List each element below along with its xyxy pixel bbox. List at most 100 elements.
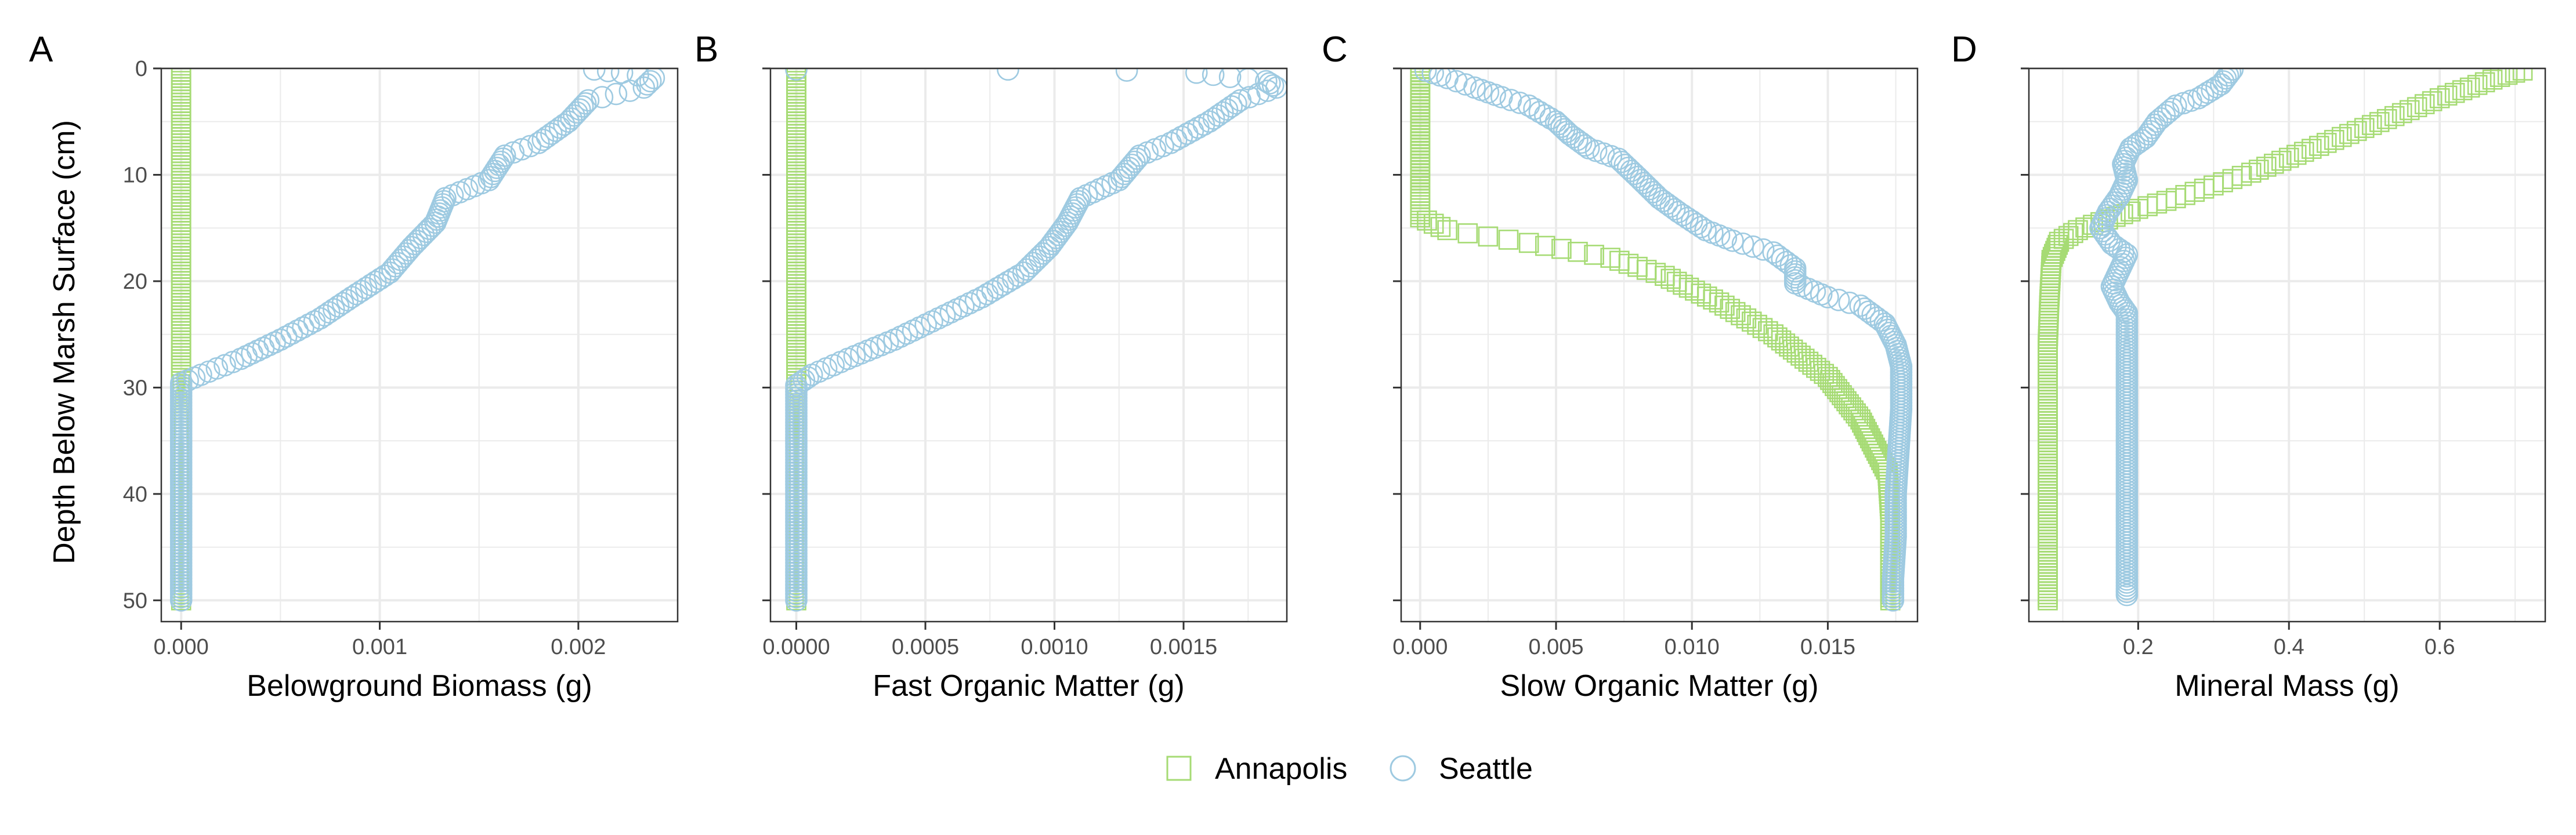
point-seattle — [1018, 255, 1041, 278]
point-seattle — [568, 98, 591, 121]
point-seattle — [785, 589, 808, 612]
x-tick-label: 0.015 — [1800, 635, 1855, 659]
point-seattle — [1517, 94, 1540, 117]
point-seattle — [482, 162, 504, 186]
point-seattle — [2212, 70, 2235, 93]
y-tick-label: 50 — [123, 589, 147, 613]
point-seattle — [2115, 583, 2139, 607]
y-axis-title: Depth Below Marsh Surface (cm) — [48, 120, 81, 564]
point-seattle — [639, 70, 662, 93]
legend-entry-annapolis: Annapolis — [1166, 752, 1347, 786]
panel-b: 0.0000 0.0005 0.0010 0.0015 Fast Organic Mat… — [694, 30, 1288, 703]
point-seattle — [1861, 303, 1884, 326]
data-points — [169, 68, 665, 612]
y-tick-label: 0 — [135, 57, 147, 81]
panel-border — [2028, 67, 2546, 623]
point-annapolis — [2038, 590, 2058, 611]
x-tick-label: 0.010 — [1665, 635, 1720, 659]
point-seattle — [418, 217, 441, 240]
point-seattle — [2139, 119, 2162, 143]
point-seattle — [2157, 100, 2180, 124]
point-annapolis — [1880, 590, 1901, 611]
point-seattle — [235, 344, 258, 368]
point-annapolis — [2248, 159, 2269, 180]
point-seattle — [2221, 68, 2244, 81]
point-annapolis — [2444, 82, 2465, 103]
x-axis-title: Belowground Biomass (g) — [247, 669, 592, 703]
point-seattle — [1626, 165, 1649, 188]
point-seattle — [1523, 97, 1546, 121]
panel-border — [160, 67, 679, 623]
x-tick-label: 0.002 — [551, 635, 606, 659]
point-annapolis — [2256, 157, 2277, 177]
point-seattle — [2214, 68, 2237, 90]
point-seattle — [1620, 159, 1642, 183]
point-annapolis — [2286, 144, 2307, 165]
point-seattle — [1238, 86, 1261, 108]
point-seattle — [1113, 162, 1135, 186]
point-seattle — [1508, 92, 1531, 114]
point-seattle — [415, 220, 438, 244]
x-tick-label: 0.6 — [2425, 635, 2455, 659]
point-seattle — [1040, 233, 1063, 256]
point-annapolis — [2490, 68, 2510, 87]
panel-border — [769, 67, 1288, 623]
y-tick-label: 10 — [123, 163, 147, 187]
point-seattle — [1170, 125, 1193, 148]
point-seattle — [1632, 172, 1655, 194]
point-seattle — [1817, 286, 1839, 308]
point-seattle — [403, 233, 426, 256]
point-seattle — [421, 214, 444, 237]
x-axis-title: Mineral Mass (g) — [2175, 669, 2399, 703]
point-annapolis — [2361, 115, 2382, 135]
point-seattle — [1853, 297, 1876, 320]
point-seattle — [1636, 175, 1658, 198]
point-seattle — [2219, 68, 2242, 84]
point-seattle — [577, 89, 600, 112]
point-annapolis — [2505, 68, 2526, 83]
x-axis-title: Slow Organic Matter (g) — [1500, 669, 1818, 703]
point-seattle — [627, 68, 649, 87]
x-tick-label: 0.000 — [154, 635, 209, 659]
point-annapolis — [1430, 217, 1451, 237]
point-seattle — [540, 122, 563, 145]
point-seattle — [2161, 97, 2184, 121]
series-seattle — [169, 68, 665, 612]
x-tick-label: 0.001 — [352, 635, 407, 659]
point-seattle — [997, 68, 1019, 81]
point-annapolis — [2414, 94, 2435, 114]
point-seattle — [1616, 157, 1640, 179]
point-seattle — [1857, 300, 1880, 323]
point-seattle — [1648, 187, 1671, 210]
point-seattle — [1629, 169, 1652, 191]
point-seattle — [1562, 126, 1585, 148]
point-annapolis — [2459, 77, 2480, 98]
point-annapolis — [1410, 207, 1431, 228]
point-seattle — [800, 364, 823, 386]
point-seattle — [1202, 68, 1225, 86]
point-seattle — [976, 282, 999, 306]
point-seattle — [785, 68, 808, 81]
point-seattle — [1533, 104, 1557, 127]
point-seattle — [574, 92, 597, 115]
point-annapolis — [2309, 136, 2329, 156]
point-seattle — [1607, 147, 1630, 170]
point-seattle — [1610, 150, 1633, 173]
point-seattle — [1185, 68, 1208, 84]
point-seattle — [531, 128, 555, 151]
point-seattle — [2090, 213, 2114, 236]
point-seattle — [1752, 238, 1775, 261]
point-annapolis — [1423, 213, 1444, 234]
point-annapolis — [1457, 223, 1478, 244]
y-tick-label: 20 — [123, 270, 147, 294]
point-annapolis — [2324, 129, 2345, 150]
panel-border — [1400, 67, 1919, 623]
series-seattle — [2089, 68, 2244, 607]
point-seattle — [618, 79, 642, 102]
x-tick-label: 0.2 — [2123, 635, 2154, 659]
point-annapolis — [2376, 109, 2397, 129]
panel-tag: B — [694, 30, 718, 70]
point-annapolis — [2316, 133, 2337, 153]
point-seattle — [636, 73, 659, 96]
point-seattle — [553, 113, 576, 136]
